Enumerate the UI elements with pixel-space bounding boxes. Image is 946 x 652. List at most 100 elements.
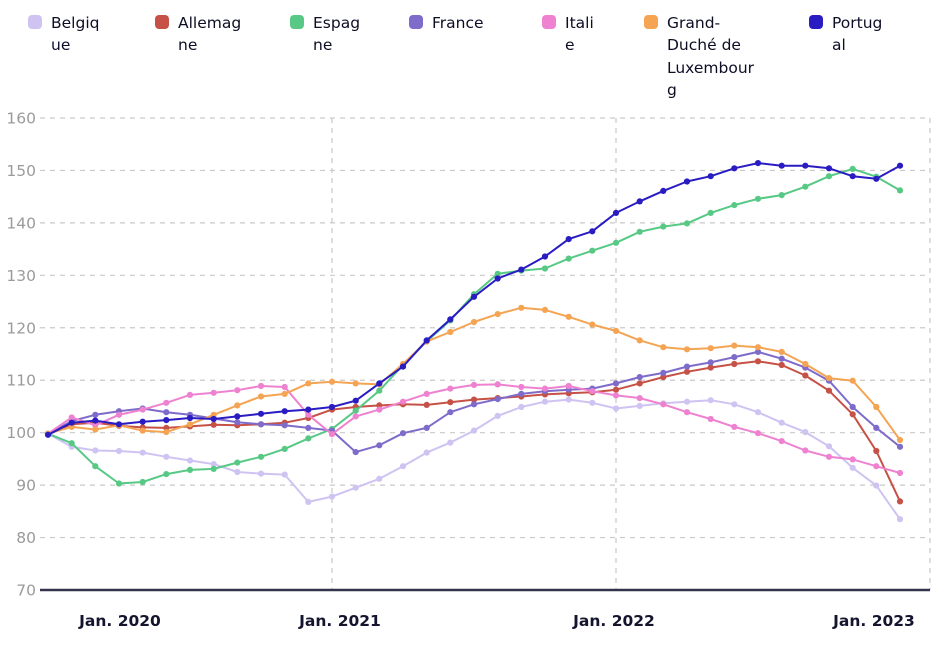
x-axis-tick-label: Jan. 2023: [832, 612, 915, 630]
y-axis-tick-label: 120: [6, 319, 36, 337]
series-point-italie: [399, 398, 407, 405]
series-point-portugal: [636, 198, 643, 205]
legend-label-france: France: [432, 14, 484, 32]
series-point-belgique: [565, 396, 572, 403]
series-point-grand-duch-de-luxembourg: [352, 380, 359, 387]
series-point-espagne: [778, 192, 785, 199]
series-point-portugal: [778, 162, 785, 169]
series-point-portugal: [731, 165, 738, 172]
series-point-italie: [802, 447, 809, 454]
series-point-belgique: [896, 516, 904, 523]
series-point-grand-duch-de-luxembourg: [612, 327, 620, 334]
series-point-grand-duch-de-luxembourg: [541, 306, 549, 313]
series-point-espagne: [896, 187, 904, 194]
series-point-france: [281, 422, 288, 429]
series-point-allemagne: [470, 396, 478, 403]
series-point-italie: [352, 413, 359, 420]
series-point-allemagne: [825, 387, 833, 394]
series-point-portugal: [683, 178, 691, 185]
legend-item-belgique[interactable]: Belgique: [28, 12, 107, 57]
series-point-portugal: [825, 165, 833, 172]
series-point-grand-duch-de-luxembourg: [518, 304, 525, 311]
series-point-grand-duch-de-luxembourg: [896, 436, 904, 444]
series-point-portugal: [447, 316, 454, 323]
series-point-france: [873, 424, 880, 431]
series-point-portugal: [163, 417, 170, 424]
series-point-belgique: [802, 429, 809, 436]
series-point-grand-duch-de-luxembourg: [470, 318, 478, 326]
series-point-france: [707, 359, 714, 366]
series-point-espagne: [683, 220, 691, 227]
series-point-belgique: [494, 412, 501, 419]
series-point-espagne: [352, 407, 359, 414]
legend-swatch-portugal: [809, 15, 823, 29]
series-point-allemagne: [612, 386, 620, 393]
series-point-italie: [163, 399, 170, 406]
series-point-portugal: [44, 431, 52, 438]
series-point-france: [778, 355, 785, 362]
series-point-portugal: [660, 187, 667, 194]
series-point-allemagne: [778, 361, 785, 369]
x-axis-tick-label: Jan. 2021: [298, 612, 381, 630]
series-point-allemagne: [636, 380, 643, 387]
series-point-espagne: [707, 209, 714, 216]
series-point-allemagne: [896, 498, 904, 505]
series-point-grand-duch-de-luxembourg: [589, 321, 596, 328]
legend-item-portugal[interactable]: Portugal: [809, 12, 885, 57]
series-point-belgique: [92, 447, 99, 454]
series-point-portugal: [210, 415, 217, 423]
series-point-italie: [896, 469, 904, 477]
legend-swatch-allemagne: [155, 15, 169, 29]
series-point-belgique: [281, 471, 288, 478]
legend-item-allemagne[interactable]: Allemagne: [155, 12, 242, 57]
legend-swatch-espagne: [290, 15, 304, 29]
series-point-france: [754, 348, 762, 355]
legend-label-portugal: Portugal: [832, 14, 883, 55]
series-point-grand-duch-de-luxembourg: [683, 346, 691, 353]
y-axis-tick-label: 140: [6, 214, 36, 232]
series-point-portugal: [612, 209, 620, 216]
series-point-allemagne: [802, 372, 809, 379]
series-point-belgique: [825, 443, 833, 450]
series-point-grand-duch-de-luxembourg: [163, 429, 170, 436]
series-point-grand-duch-de-luxembourg: [802, 360, 809, 368]
series-point-italie: [115, 411, 123, 418]
series-point-belgique: [731, 401, 738, 408]
series-point-portugal: [399, 363, 407, 370]
series-point-grand-duch-de-luxembourg: [139, 427, 146, 434]
y-axis-tick-label: 90: [16, 477, 36, 495]
y-axis-tick-label: 160: [6, 110, 36, 128]
series-point-france: [399, 430, 407, 437]
legend-label-grand-duch-de-luxembourg: Grand-Duché de Luxembourg: [667, 14, 755, 100]
legend-item-italie[interactable]: Italie: [542, 12, 596, 57]
series-point-allemagne: [447, 399, 454, 406]
series-point-portugal: [565, 236, 572, 243]
series-point-belgique: [612, 405, 620, 412]
series-point-espagne: [494, 270, 501, 277]
legend-item-espagne[interactable]: Espagne: [290, 12, 361, 57]
series-point-belgique: [636, 402, 643, 409]
series-point-belgique: [447, 439, 454, 446]
legend-item-france[interactable]: France: [409, 12, 494, 34]
y-axis-tick-label: 110: [6, 372, 36, 390]
legend-swatch-belgique: [28, 15, 42, 29]
series-point-italie: [305, 411, 312, 418]
series-point-belgique: [683, 398, 691, 405]
series-point-italie: [139, 406, 146, 413]
series-point-belgique: [470, 427, 478, 434]
series-point-france: [423, 424, 430, 431]
series-point-italie: [447, 385, 454, 392]
series-point-grand-duch-de-luxembourg: [257, 393, 265, 400]
series-point-italie: [778, 438, 785, 445]
series-point-belgique: [399, 463, 407, 470]
series-point-italie: [612, 392, 620, 399]
series-point-espagne: [163, 471, 170, 478]
series-point-portugal: [707, 173, 714, 180]
series-point-portugal: [589, 228, 596, 235]
series-point-espagne: [281, 445, 288, 452]
series-point-grand-duch-de-luxembourg: [494, 311, 501, 318]
series-point-allemagne: [731, 360, 738, 368]
legend-item-grand-duch-de-luxembourg[interactable]: Grand-Duché de Luxembourg: [644, 12, 761, 102]
series-point-belgique: [423, 449, 430, 456]
